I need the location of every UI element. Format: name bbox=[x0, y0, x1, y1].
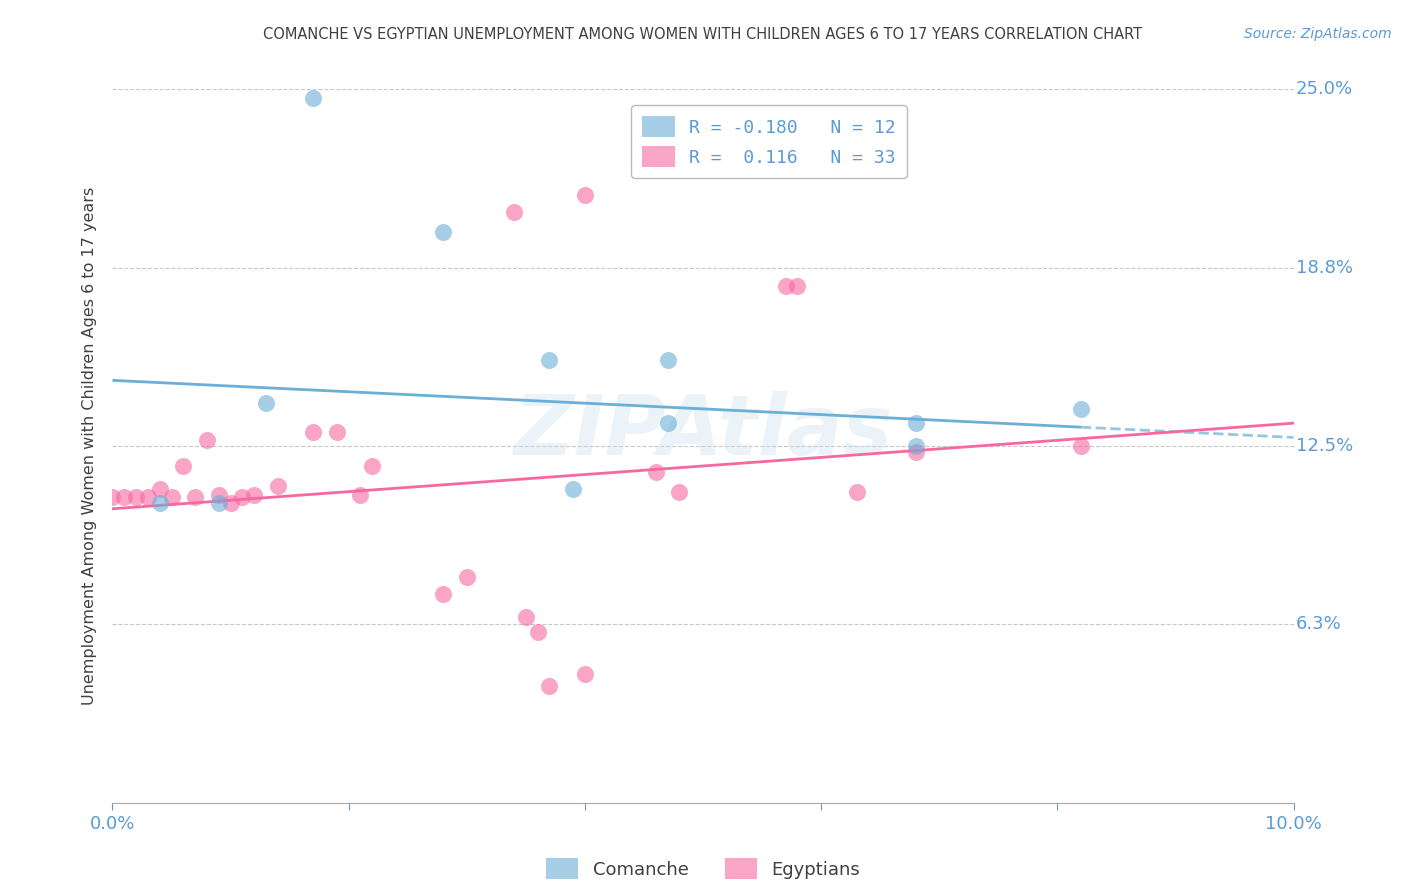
Point bbox=[904, 439, 927, 453]
Point bbox=[456, 570, 478, 584]
Point bbox=[644, 465, 666, 479]
Point bbox=[526, 624, 548, 639]
Point bbox=[503, 205, 526, 219]
Text: 12.5%: 12.5% bbox=[1296, 437, 1353, 455]
Point bbox=[904, 416, 927, 430]
Point bbox=[267, 479, 290, 493]
Point bbox=[657, 416, 679, 430]
Point bbox=[432, 225, 454, 239]
Point bbox=[562, 482, 585, 496]
Point bbox=[786, 279, 808, 293]
Point bbox=[515, 610, 537, 624]
Point bbox=[184, 491, 207, 505]
Point bbox=[195, 434, 218, 448]
Point bbox=[657, 353, 679, 368]
Text: COMANCHE VS EGYPTIAN UNEMPLOYMENT AMONG WOMEN WITH CHILDREN AGES 6 TO 17 YEARS C: COMANCHE VS EGYPTIAN UNEMPLOYMENT AMONG … bbox=[263, 27, 1143, 42]
Text: Source: ZipAtlas.com: Source: ZipAtlas.com bbox=[1244, 27, 1392, 41]
Point bbox=[574, 667, 596, 681]
Point bbox=[574, 187, 596, 202]
Point bbox=[775, 279, 797, 293]
Y-axis label: Unemployment Among Women with Children Ages 6 to 17 years: Unemployment Among Women with Children A… bbox=[82, 187, 97, 705]
Point bbox=[361, 458, 384, 473]
Text: 6.3%: 6.3% bbox=[1296, 615, 1341, 633]
Point bbox=[219, 496, 242, 510]
Point bbox=[432, 587, 454, 601]
Point bbox=[149, 496, 172, 510]
Point bbox=[302, 425, 325, 439]
Point bbox=[208, 496, 231, 510]
Point bbox=[231, 491, 253, 505]
Text: 25.0%: 25.0% bbox=[1296, 80, 1353, 98]
Point bbox=[668, 484, 690, 499]
Point bbox=[538, 353, 561, 368]
Point bbox=[1070, 401, 1092, 416]
Point bbox=[904, 444, 927, 458]
Point bbox=[254, 396, 277, 410]
Text: ZIPAtlas: ZIPAtlas bbox=[513, 392, 893, 472]
Point bbox=[302, 91, 325, 105]
Point bbox=[160, 491, 183, 505]
Point bbox=[243, 487, 266, 501]
Text: 18.8%: 18.8% bbox=[1296, 259, 1353, 277]
Point bbox=[845, 484, 868, 499]
Point bbox=[172, 458, 194, 473]
Point bbox=[125, 491, 148, 505]
Point bbox=[101, 491, 124, 505]
Point bbox=[326, 425, 349, 439]
Legend: Comanche, Egyptians: Comanche, Egyptians bbox=[538, 851, 868, 887]
Point bbox=[1070, 439, 1092, 453]
Point bbox=[112, 491, 135, 505]
Point bbox=[136, 491, 159, 505]
Point bbox=[208, 487, 231, 501]
Point bbox=[538, 679, 561, 693]
Point bbox=[349, 487, 371, 501]
Point bbox=[149, 482, 172, 496]
